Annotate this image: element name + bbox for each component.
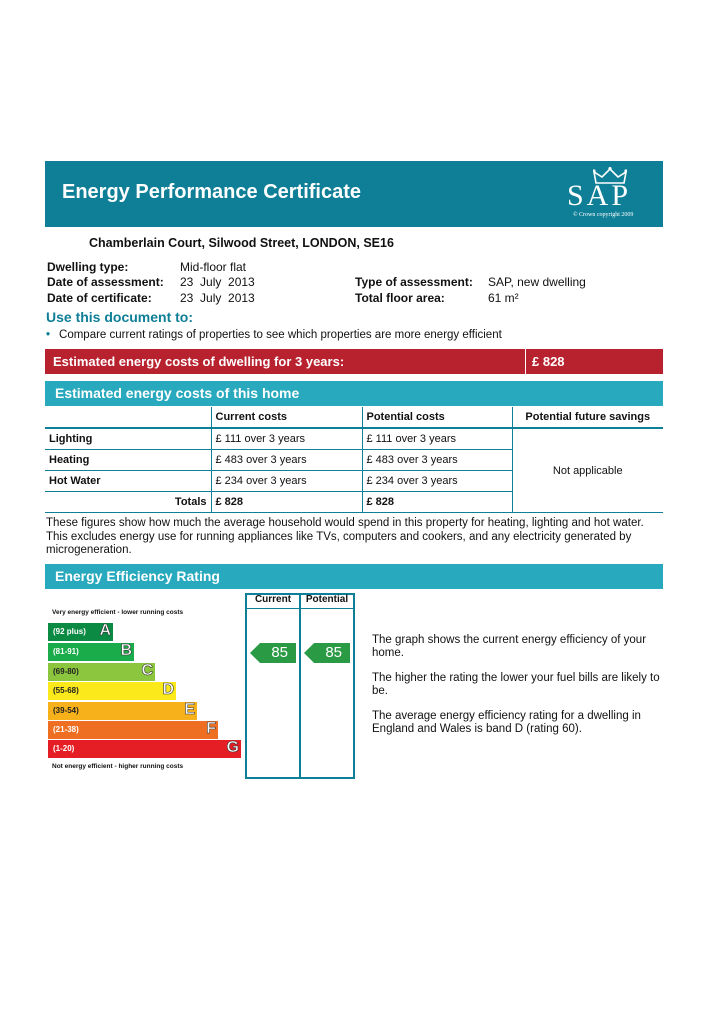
band-b: (81-91) B <box>48 642 134 661</box>
assessment-type-label: Type of assessment: <box>355 275 473 289</box>
table-row: Hot Water £ 234 over 3 years £ 234 over … <box>45 470 663 492</box>
row-current: £ 483 over 3 years <box>210 449 362 471</box>
band-range: (39-54) <box>53 706 79 715</box>
band-range: (69-80) <box>53 667 79 676</box>
certificate-header: Energy Performance Certificate SAP © Cro… <box>45 161 663 227</box>
efficiency-explanation: The graph shows the current energy effic… <box>372 634 667 748</box>
certificate-title: Energy Performance Certificate <box>62 181 362 203</box>
assessment-date-label: Date of assessment: <box>47 275 164 289</box>
row-current: £ 234 over 3 years <box>210 470 362 492</box>
row-potential: £ 234 over 3 years <box>361 470 512 492</box>
potential-column-header: Potential <box>305 594 349 605</box>
band-range: (1-20) <box>53 744 75 753</box>
totals-label: Totals <box>45 491 211 513</box>
row-name: Lighting <box>45 428 211 450</box>
band-d: (55-68) D <box>48 681 176 700</box>
certificate-date-label: Date of certificate: <box>47 291 152 305</box>
band-a: (92 plus) A <box>48 622 113 641</box>
estimated-3yr-label: Estimated energy costs of dwelling for 3… <box>53 354 345 369</box>
costs-table: Current costs Potential costs Potential … <box>45 407 663 513</box>
header-current-costs: Current costs <box>210 407 362 429</box>
table-row: Lighting £ 111 over 3 years £ 111 over 3… <box>45 428 663 513</box>
sap-logo-letters: SAP <box>567 179 632 212</box>
dwelling-type-label: Dwelling type: <box>47 260 129 274</box>
current-column <box>245 593 301 779</box>
band-letter: A <box>99 622 111 640</box>
band-e: (39-54) E <box>48 701 197 720</box>
band-letter: G <box>226 739 239 757</box>
potential-column <box>299 593 355 779</box>
band-g: (1-20) G <box>48 739 241 758</box>
band-range: (81-91) <box>53 647 79 656</box>
totals-current: £ 828 <box>210 491 362 513</box>
crown-copyright: © Crown copyright 2009 <box>573 212 634 218</box>
band-letter: E <box>184 701 195 719</box>
floor-area-label: Total floor area: <box>355 291 445 305</box>
use-document-title: Use this document to: <box>46 309 194 325</box>
estimated-3yr-value: £ 828 <box>532 354 565 369</box>
divider <box>525 349 526 374</box>
not-efficient-label: Not energy efficient - higher running co… <box>52 763 184 770</box>
efficiency-text-2: The higher the rating the lower your fue… <box>372 672 660 697</box>
bullet-icon: • <box>46 329 51 341</box>
efficiency-section-header: Energy Efficiency Rating <box>45 564 663 589</box>
current-column-header: Current <box>254 594 292 605</box>
very-efficient-label: Very energy efficient - lower running co… <box>52 609 184 616</box>
band-letter: F <box>206 720 216 738</box>
efficiency-text-1: The graph shows the current energy effic… <box>372 634 647 659</box>
header-future-savings: Potential future savings <box>511 407 663 429</box>
cost-explanation: These figures show how much the average … <box>46 517 644 556</box>
assessment-date-value: 23 July 2013 <box>180 275 255 289</box>
property-address: Chamberlain Court, Silwood Street, LONDO… <box>89 236 394 250</box>
future-savings-value: Not applicable <box>511 428 663 513</box>
table-header-row: Current costs Potential costs Potential … <box>45 407 663 429</box>
band-range: (21-38) <box>53 725 79 734</box>
band-range: (55-68) <box>53 686 79 695</box>
use-document-bullet: • Compare current ratings of properties t… <box>46 329 502 341</box>
table-header-blank <box>45 407 211 429</box>
potential-rating-value: 85 <box>325 644 342 661</box>
column-header-divider <box>245 608 355 609</box>
efficiency-rating-graph: Very energy efficient - lower running co… <box>45 593 355 779</box>
potential-rating-arrow: 85 <box>304 643 350 663</box>
band-letter: C <box>141 662 153 680</box>
band-c: (69-80) C <box>48 662 155 681</box>
bullet-text: Compare current ratings of properties to… <box>59 329 502 341</box>
current-rating-arrow: 85 <box>250 643 296 663</box>
current-rating-value: 85 <box>271 644 288 661</box>
band-letter: B <box>120 642 132 660</box>
efficiency-section-title: Energy Efficiency Rating <box>55 568 220 584</box>
row-name: Hot Water <box>45 470 211 492</box>
efficiency-text-3: The average energy efficiency rating for… <box>372 710 641 735</box>
sap-logo: SAP © Crown copyright 2009 <box>567 167 649 221</box>
band-range: (92 plus) <box>53 627 86 636</box>
dwelling-type-value: Mid-floor flat <box>180 260 247 274</box>
costs-section-header: Estimated energy costs of this home <box>45 381 663 406</box>
totals-row: Totals £ 828 £ 828 <box>45 491 663 513</box>
header-potential-costs: Potential costs <box>361 407 512 429</box>
table-row: Heating £ 483 over 3 years £ 483 over 3 … <box>45 449 663 471</box>
costs-section-title: Estimated energy costs of this home <box>55 385 300 401</box>
floor-area-value: 61 m² <box>488 291 519 305</box>
certificate-date-value: 23 July 2013 <box>180 291 255 305</box>
row-name: Heating <box>45 449 211 471</box>
row-potential: £ 111 over 3 years <box>361 428 512 450</box>
assessment-type-value: SAP, new dwelling <box>488 275 586 289</box>
band-letter: D <box>162 681 174 699</box>
estimated-3yr-cost-bar: Estimated energy costs of dwelling for 3… <box>45 349 663 374</box>
row-potential: £ 483 over 3 years <box>361 449 512 471</box>
row-current: £ 111 over 3 years <box>210 428 362 450</box>
crown-icon <box>593 167 627 184</box>
totals-potential: £ 828 <box>361 491 512 513</box>
band-f: (21-38) F <box>48 720 218 739</box>
